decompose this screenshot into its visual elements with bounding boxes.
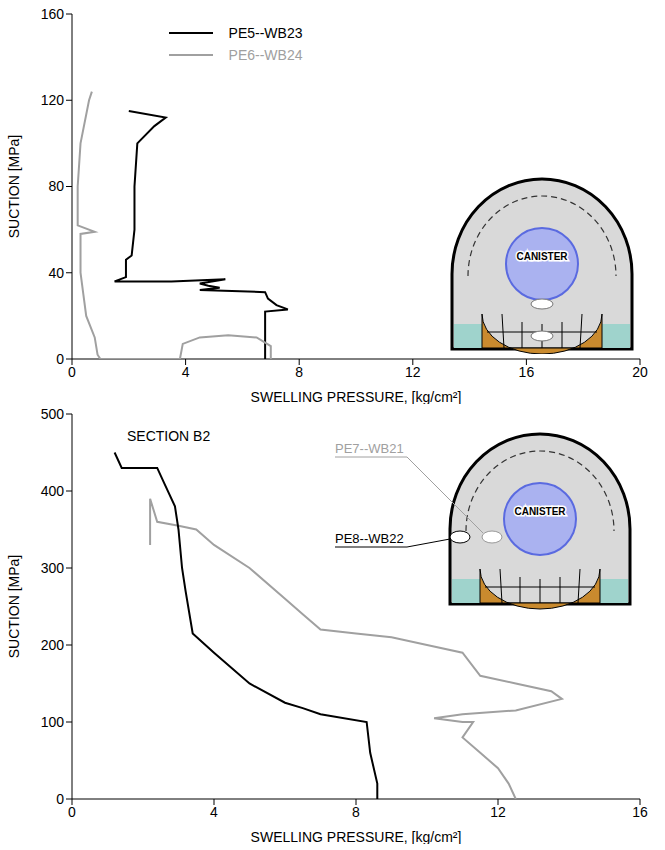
svg-text:CANISTER: CANISTER: [516, 251, 568, 262]
svg-text:CANISTER: CANISTER: [514, 506, 566, 517]
svg-text:20: 20: [632, 364, 648, 380]
svg-text:4: 4: [182, 364, 190, 380]
svg-text:0: 0: [68, 364, 76, 380]
html-text:PE6--WB24: PE6--WB24: [228, 47, 303, 63]
svg-text:120: 120: [41, 92, 65, 108]
svg-text:40: 40: [48, 265, 64, 281]
svg-text:100: 100: [41, 714, 65, 730]
svg-text:PE8--WB22: PE8--WB22: [335, 531, 404, 546]
svg-text:16: 16: [632, 804, 648, 820]
svg-text:12: 12: [405, 364, 421, 380]
svg-text:8: 8: [295, 364, 303, 380]
svg-text:4: 4: [210, 804, 218, 820]
svg-text:500: 500: [41, 406, 65, 422]
html-text:PE5--WB23: PE5--WB23: [228, 25, 303, 41]
svg-text:0: 0: [68, 804, 76, 820]
svg-text:400: 400: [41, 483, 65, 499]
svg-text:300: 300: [41, 560, 65, 576]
svg-text:160: 160: [41, 6, 65, 22]
svg-text:SWELLING PRESSURE, [kg/cm²]: SWELLING PRESSURE, [kg/cm²]: [251, 389, 462, 404]
svg-text:80: 80: [48, 178, 64, 194]
html-text:SECTION B2: SECTION B2: [127, 428, 211, 444]
svg-text:SUCTION [MPa]: SUCTION [MPa]: [6, 135, 22, 238]
svg-text:0: 0: [56, 351, 64, 367]
svg-text:SWELLING PRESSURE, [kg/cm²]: SWELLING PRESSURE, [kg/cm²]: [251, 829, 462, 844]
svg-text:8: 8: [352, 804, 360, 820]
svg-text:SUCTION [MPa]: SUCTION [MPa]: [6, 555, 22, 658]
svg-text:PE7--WB21: PE7--WB21: [335, 441, 404, 456]
svg-text:12: 12: [490, 804, 506, 820]
svg-text:200: 200: [41, 637, 65, 653]
svg-text:0: 0: [56, 791, 64, 807]
svg-text:16: 16: [519, 364, 535, 380]
